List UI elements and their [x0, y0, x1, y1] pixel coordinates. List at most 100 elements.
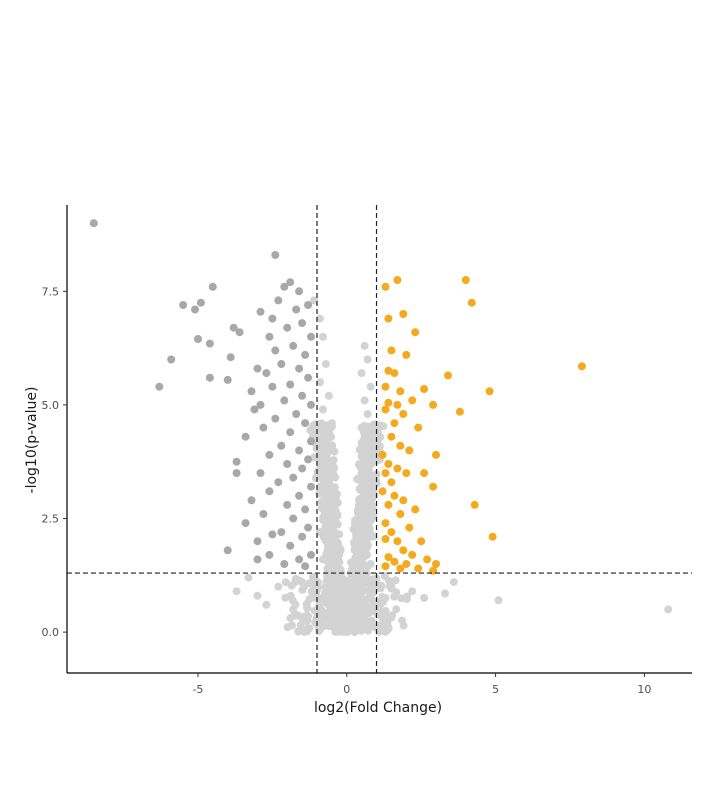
non-significant-point: [392, 605, 401, 614]
non-significant-point: [367, 471, 376, 480]
non-significant-point: [360, 450, 369, 459]
non-significant-point: [326, 593, 335, 602]
downregulated-point: [232, 469, 241, 478]
downregulated-point: [283, 460, 292, 468]
x-tick-label: 10: [637, 683, 651, 696]
non-significant-point: [350, 538, 358, 547]
downregulated-point: [301, 505, 310, 514]
downregulated-point: [194, 335, 202, 343]
upregulated-point: [467, 298, 476, 307]
upregulated-point: [384, 500, 393, 509]
non-significant-point: [327, 537, 336, 546]
downregulated-point: [274, 478, 283, 487]
non-significant-point: [311, 576, 320, 585]
downregulated-point: [205, 373, 214, 382]
threshold-lines: [67, 205, 692, 673]
upregulated-point: [387, 346, 396, 355]
downregulated-point: [304, 523, 313, 532]
downregulated-point: [304, 373, 313, 382]
downregulated-point: [265, 550, 274, 559]
upregulated-point: [381, 405, 390, 414]
non-significant-point: [366, 382, 375, 391]
upregulated-point: [390, 419, 399, 428]
non-significant-point: [327, 464, 336, 473]
non-significant-point: [363, 355, 372, 364]
downregulated-point: [265, 487, 274, 496]
non-significant-point: [348, 596, 357, 605]
non-significant-point: [296, 621, 305, 629]
non-significant-point: [363, 523, 372, 532]
upregulated-point: [393, 276, 402, 284]
non-significant-point: [318, 606, 327, 615]
non-significant-point: [388, 611, 397, 620]
upregulated-point: [485, 387, 494, 396]
non-significant-point: [366, 505, 375, 514]
downregulated-point: [301, 562, 310, 571]
downregulated-point: [292, 305, 301, 314]
non-significant-point: [316, 378, 324, 387]
upregulated-point: [455, 407, 464, 416]
non-significant-point: [382, 626, 391, 635]
downregulated-point: [89, 219, 98, 228]
upregulated-point: [381, 519, 390, 528]
upregulated-point: [384, 398, 393, 407]
non-significant-point: [366, 560, 375, 568]
non-significant-point: [391, 576, 400, 585]
non-significant-point: [392, 588, 401, 597]
non-significant-point: [324, 491, 333, 500]
downregulated-point: [298, 391, 307, 400]
downregulated-point: [286, 428, 295, 437]
upregulated-point: [387, 528, 396, 537]
downregulated-point: [307, 400, 315, 409]
upregulated-point: [411, 505, 420, 514]
non-significant-point: [311, 474, 320, 482]
downregulated-point: [259, 510, 268, 518]
downregulated-point: [295, 287, 304, 296]
upregulated-point: [414, 564, 423, 573]
downregulated-point: [277, 441, 286, 450]
downregulated-point: [280, 396, 289, 405]
downregulated-point: [259, 423, 268, 432]
downregulated-point: [241, 519, 250, 528]
downregulated-point: [295, 446, 304, 455]
downregulated-point: [223, 546, 232, 555]
upregulated-point: [381, 382, 390, 391]
upregulated-point: [399, 546, 408, 555]
upregulated-point: [577, 362, 586, 371]
upregulated-point: [402, 350, 411, 359]
axes: -5 0 5 10 0.0 2.5 5.0 7.5: [42, 205, 692, 696]
non-significant-point: [253, 591, 262, 600]
upregulated-point: [387, 478, 396, 487]
non-significant-point: [315, 627, 323, 636]
non-significant-point: [379, 597, 387, 606]
non-significant-point: [402, 595, 411, 603]
x-tick-label: 5: [492, 683, 499, 696]
non-significant-point: [274, 582, 283, 591]
non-significant-point: [318, 465, 327, 474]
non-significant-point: [332, 490, 341, 499]
non-significant-point: [363, 410, 372, 418]
downregulated-point: [301, 419, 310, 428]
upregulated-point: [408, 550, 417, 559]
downregulated-points: [89, 219, 315, 571]
upregulated-point: [399, 496, 408, 505]
non-significant-point: [371, 623, 380, 632]
non-significant-point: [351, 582, 360, 591]
upregulated-point: [461, 276, 470, 284]
non-significant-point: [333, 553, 342, 562]
upregulated-point: [405, 523, 414, 532]
upregulated-point: [390, 491, 399, 500]
upregulated-point: [432, 450, 440, 459]
non-significant-point: [244, 573, 253, 582]
upregulated-point: [384, 553, 393, 562]
non-significant-point: [331, 544, 340, 553]
non-significant-point: [366, 432, 375, 441]
upregulated-point: [381, 562, 390, 571]
non-significant-point: [366, 460, 375, 468]
non-significant-point: [360, 550, 369, 559]
downregulated-point: [271, 346, 280, 355]
non-significant-point: [357, 541, 366, 550]
non-significant-point: [356, 506, 365, 515]
downregulated-point: [256, 400, 265, 409]
non-significant-point: [330, 600, 339, 609]
